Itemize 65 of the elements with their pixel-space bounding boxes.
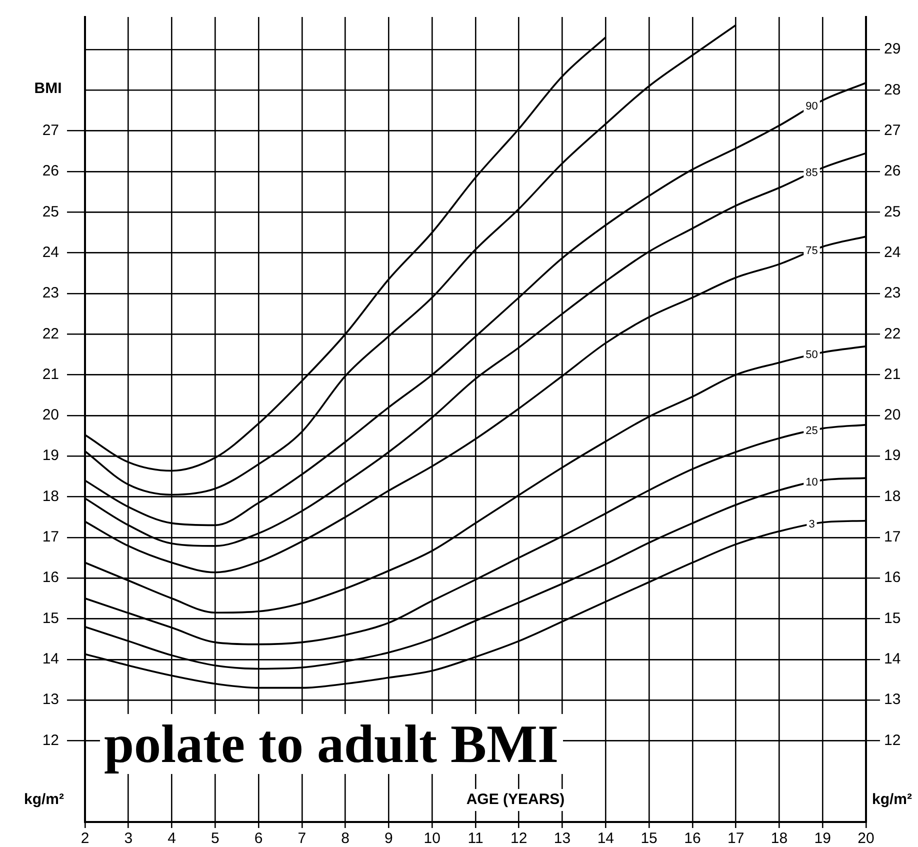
- x-axis-title: AGE (YEARS): [466, 791, 565, 808]
- x-tick-label: 8: [341, 830, 350, 847]
- y2-tick-label: 14: [884, 650, 901, 668]
- text: kg/m²: [24, 791, 64, 808]
- y2-tick-label: 21: [884, 366, 901, 383]
- y2-tick-label: 12: [884, 732, 901, 749]
- x-tick-label: 6: [254, 830, 263, 847]
- x-tick-label: 12: [510, 830, 528, 847]
- x-tick-label: 4: [168, 830, 176, 847]
- y2-tick-label: 16: [884, 569, 901, 586]
- y2-tick-label: 29: [884, 40, 901, 58]
- y-tick-label: 14: [42, 650, 59, 668]
- y2-tick-label: 22: [884, 325, 901, 342]
- y-tick-label: 27: [42, 122, 59, 139]
- y2-tick-label: 15: [884, 610, 901, 627]
- y2-tick-label: 27: [884, 122, 901, 139]
- y-tick-label: 24: [42, 244, 59, 261]
- x-tick-label: 19: [814, 830, 831, 847]
- series-label: 85: [806, 166, 818, 179]
- y2-tick-label: 24: [884, 244, 901, 261]
- y2-tick-label: 28: [884, 81, 901, 98]
- y-tick-label: 22: [42, 325, 59, 342]
- x-tick-label: 10: [424, 830, 440, 847]
- series-label: 10: [806, 476, 818, 489]
- y-tick-label: 20: [42, 406, 59, 424]
- y-tick-label: 15: [42, 610, 59, 627]
- y-tick-label: 19: [42, 447, 59, 464]
- y2-tick-label: 20: [884, 406, 901, 424]
- y-tick-label: 18: [42, 488, 59, 505]
- y2-tick-label: 23: [884, 284, 901, 302]
- x-tick-label: 14: [597, 830, 614, 847]
- annotation: polate to adult BMI: [100, 714, 563, 774]
- y2-tick-label: 25: [884, 203, 901, 220]
- x-tick-label: 16: [684, 830, 701, 847]
- y-axis-title: BMI: [34, 80, 62, 97]
- x-tick-label: 13: [554, 830, 571, 847]
- series-label: 90: [806, 100, 818, 113]
- y-tick-label: 17: [42, 528, 59, 546]
- y2-tick-label: 17: [884, 528, 901, 546]
- series-label: 75: [806, 245, 818, 258]
- x-tick-label: 2: [80, 830, 90, 847]
- x-tick-label: 15: [640, 830, 658, 847]
- series-label: 25: [806, 424, 818, 437]
- y-tick-label: 16: [42, 569, 59, 586]
- series-label: 3: [808, 518, 815, 531]
- x-tick-label: 9: [384, 830, 393, 847]
- y2-tick-label: 18: [884, 488, 901, 505]
- x-tick-label: 7: [298, 830, 306, 847]
- y2-tick-label: 26: [884, 162, 901, 180]
- x-tick-label: 5: [210, 830, 220, 847]
- y-tick-label: 23: [42, 284, 59, 302]
- y-tick-label: 12: [42, 732, 59, 749]
- y-tick-label: 25: [42, 203, 59, 220]
- y-tick-label: 13: [42, 691, 59, 708]
- x-tick-label: 18: [770, 830, 788, 847]
- x-tick-label: 20: [858, 830, 874, 847]
- y2-tick-label: 19: [884, 447, 901, 464]
- x-tick-label: 3: [124, 830, 133, 847]
- x-tick-label: 17: [727, 830, 744, 847]
- y-tick-label: 26: [42, 162, 59, 180]
- y-tick-label: 21: [42, 366, 59, 383]
- series-label: 50: [806, 348, 818, 361]
- text: kg/m²: [872, 791, 912, 808]
- y2-tick-label: 13: [884, 691, 901, 708]
- x-tick-label: 11: [468, 830, 484, 847]
